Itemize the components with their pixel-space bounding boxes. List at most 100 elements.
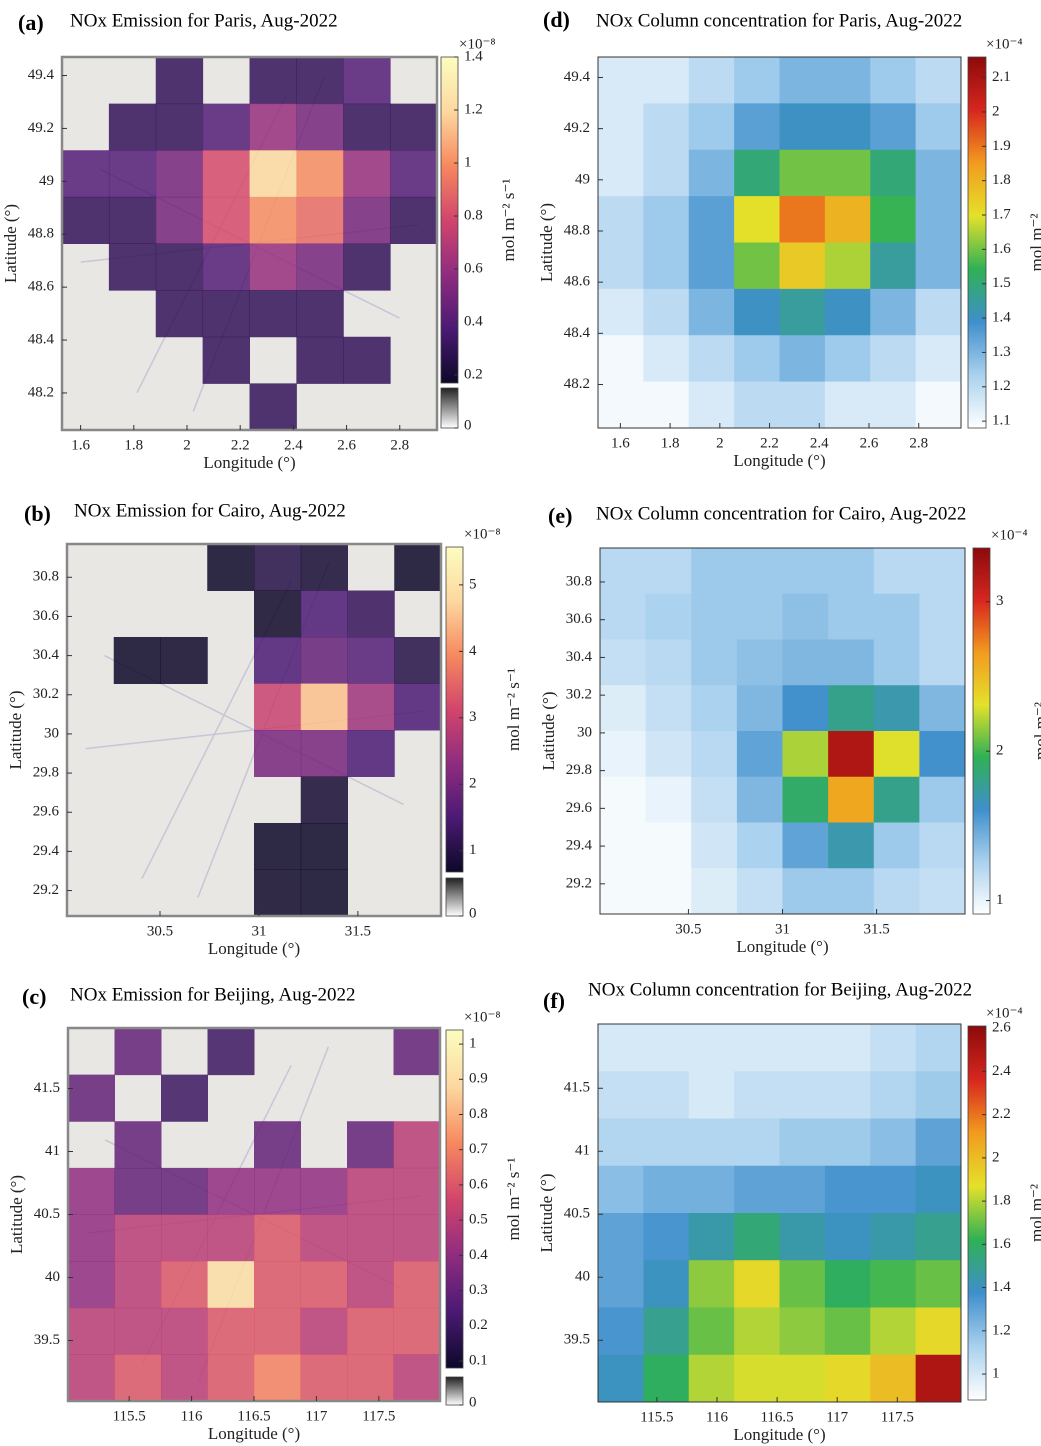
heat-cell [249, 290, 297, 338]
colorbar-scale: ×10⁻⁸ [459, 36, 496, 52]
heat-cell [300, 683, 348, 731]
heat-cell [688, 1024, 735, 1072]
heat-cell [254, 1121, 301, 1169]
colorbar-tick-label: 1 [469, 842, 477, 858]
heat-cell [343, 57, 391, 105]
heat-cell [254, 544, 302, 591]
y-tick-label: 40.5 [34, 1206, 60, 1222]
heat-cell [600, 868, 647, 915]
heat-cell [915, 1118, 962, 1167]
heat-cell [734, 288, 780, 336]
x-tick-label: 2.8 [909, 435, 928, 451]
chart-title: NOx Emission for Cairo, Aug-2022 [74, 500, 346, 521]
heat-cell [824, 1260, 871, 1308]
heat-cell [643, 57, 690, 104]
colorbar-tick-label: 1.6 [992, 241, 1011, 257]
x-tick-label: 1.8 [661, 435, 680, 451]
panel-label: (c) [22, 984, 46, 1009]
heat-cell [249, 103, 297, 151]
heat-cell [300, 590, 348, 638]
heat-cell [347, 1214, 394, 1262]
zero-box [440, 387, 459, 429]
heat-cell [343, 243, 391, 291]
x-tick-label: 115.5 [113, 1408, 146, 1424]
heat-cell [347, 1307, 394, 1355]
heat-cell [643, 103, 690, 151]
heat-cell [343, 103, 391, 151]
heat-cell [870, 1213, 917, 1261]
heat-cell [254, 683, 302, 731]
colorbar-tick-label: 0.2 [464, 366, 483, 382]
heat-cell [598, 288, 644, 336]
heat-cell [688, 1213, 735, 1261]
y-axis-label: Latitude (°) [6, 690, 25, 769]
heat-cell [688, 149, 735, 197]
zero-tick-label: 0 [469, 905, 477, 921]
colorbar [445, 1029, 464, 1369]
heat-cell [62, 196, 110, 244]
heat-cell [824, 103, 871, 151]
x-tick-label: 116.5 [760, 1409, 793, 1425]
colorbar-scale: ×10⁻⁴ [986, 1005, 1023, 1021]
x-tick-label: 2.2 [760, 435, 779, 451]
heat-cell [394, 637, 442, 684]
heat-cell [828, 685, 875, 732]
y-tick-label: 48.8 [28, 226, 54, 242]
heat-cell [782, 685, 829, 732]
colorbar-tick-label: 0.6 [469, 1176, 488, 1192]
heat-cell [598, 335, 644, 383]
heat-cell [824, 1118, 871, 1167]
heat-cell [870, 196, 917, 243]
x-tick-label: 2.6 [860, 435, 879, 451]
plot-frame [60, 55, 439, 432]
zero-tick-label: 0 [469, 1394, 477, 1410]
heat-cell [249, 196, 297, 244]
heat-cell [300, 1261, 348, 1309]
panel-label: (f) [543, 988, 565, 1013]
heat-cell [645, 731, 692, 778]
x-tick-label: 2.4 [810, 435, 829, 451]
y-tick-label: 30.8 [566, 573, 592, 589]
y-tick-label: 41 [45, 1143, 60, 1159]
heat-cell [734, 1260, 780, 1308]
heat-cell [155, 150, 204, 198]
heat-cell [296, 57, 344, 105]
heat-cell [249, 57, 297, 105]
heat-cell [114, 1214, 162, 1262]
heat-cell [114, 1354, 162, 1402]
heat-cell [691, 685, 738, 732]
x-axis-label: Longitude (°) [208, 1424, 300, 1443]
heat-cell [734, 242, 780, 290]
heat-cell [643, 196, 690, 243]
x-axis-label: Longitude (°) [733, 451, 825, 470]
heat-cell [824, 1024, 871, 1072]
x-tick-label: 117.5 [362, 1408, 395, 1424]
heat-cell [782, 868, 829, 915]
heat-cell [688, 242, 735, 290]
heat-cell [254, 1261, 301, 1309]
y-tick-label: 49.2 [564, 120, 590, 136]
heat-cell [824, 1071, 871, 1119]
heat-cell [113, 637, 161, 684]
x-tick-label: 2.4 [284, 437, 303, 453]
heat-cell [300, 1307, 348, 1355]
heat-cell [734, 1118, 780, 1167]
plot-frame [597, 1023, 962, 1403]
x-tick-label: 31.5 [863, 921, 889, 937]
colorbar-label: mol m⁻² [1027, 1184, 1041, 1242]
y-tick-label: 40 [45, 1269, 60, 1285]
heat-cell [600, 639, 647, 686]
heat-cell [870, 335, 917, 383]
heat-cell [873, 731, 920, 778]
heat-cell [254, 1354, 301, 1402]
panel-label: (a) [18, 10, 44, 35]
colorbar-tick-label: 0.4 [464, 313, 483, 329]
heat-cell [155, 196, 204, 244]
heat-cell [598, 149, 644, 197]
colorbar-tick-label: 0.7 [469, 1141, 488, 1157]
y-tick-label: 30.2 [566, 687, 592, 703]
heat-cell [300, 730, 348, 777]
heat-cell [915, 196, 962, 243]
heat-cell [600, 548, 647, 595]
heat-cell [824, 288, 871, 336]
